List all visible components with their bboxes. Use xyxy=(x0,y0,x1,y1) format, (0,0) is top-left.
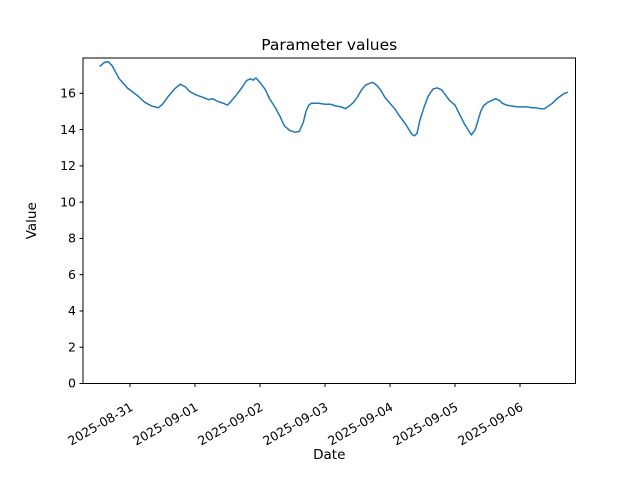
x-tick-label: 2025-09-04 xyxy=(325,399,395,448)
y-tick-label: 16 xyxy=(60,86,76,101)
x-tick-label: 2025-09-02 xyxy=(195,399,265,448)
y-tick-label: 8 xyxy=(68,231,76,246)
y-tick-label: 14 xyxy=(60,122,76,137)
y-tick-label: 4 xyxy=(68,303,76,318)
y-tick-label: 6 xyxy=(68,267,76,282)
y-tick-label: 2 xyxy=(68,339,76,354)
x-tick-label: 2025-09-06 xyxy=(455,399,525,448)
x-tick-label: 2025-09-05 xyxy=(390,399,460,448)
data-series-line xyxy=(99,60,569,137)
y-axis-label: Value xyxy=(24,202,40,239)
axes-spines xyxy=(82,57,576,384)
y-tick-label: 12 xyxy=(60,158,76,173)
chart-title: Parameter values xyxy=(261,36,397,54)
y-tick-label: 0 xyxy=(68,376,76,391)
y-tick-label: 10 xyxy=(60,194,76,209)
x-tick-label: 2025-08-31 xyxy=(65,399,135,448)
x-tick-label: 2025-09-01 xyxy=(130,399,200,448)
x-axis-label: Date xyxy=(313,447,345,463)
x-tick-label: 2025-09-03 xyxy=(260,399,330,448)
plot-area: 02468101214162025-08-312025-09-012025-09… xyxy=(60,57,576,448)
